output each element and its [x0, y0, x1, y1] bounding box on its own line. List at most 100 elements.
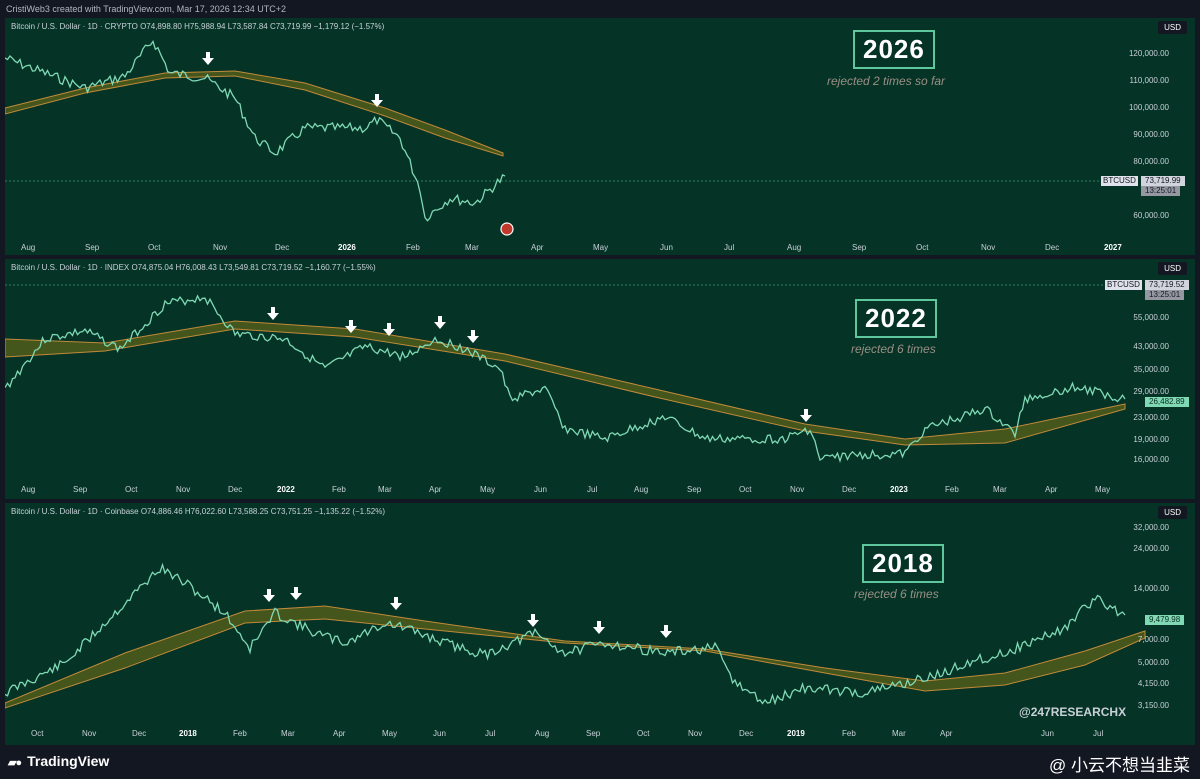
- x-tick: 2027: [1104, 243, 1122, 252]
- x-tick: Jul: [724, 243, 735, 252]
- chart-panel-2022[interactable]: Bitcoin / U.S. Dollar · 1D · INDEX O74,8…: [5, 259, 1195, 499]
- price-tag: 73,719.99: [1141, 176, 1185, 186]
- x-tick: Jul: [587, 485, 598, 494]
- x-tick: Sep: [586, 729, 601, 738]
- y-tick: 3,150.00: [1137, 701, 1169, 710]
- x-tick: Feb: [233, 729, 247, 738]
- y-tick: 35,000.00: [1133, 365, 1169, 374]
- y-tick: 100,000.00: [1128, 103, 1169, 112]
- x-tick: Feb: [945, 485, 959, 494]
- x-tick: Oct: [739, 485, 752, 494]
- x-tick: Aug: [535, 729, 550, 738]
- x-tick: Mar: [465, 243, 479, 252]
- x-tick: Mar: [281, 729, 295, 738]
- year-label-2026: 2026: [853, 30, 935, 69]
- x-tick: 2022: [277, 485, 295, 494]
- currency-button[interactable]: USD: [1158, 262, 1187, 275]
- x-tick: Mar: [378, 485, 392, 494]
- year-label-2022: 2022: [855, 299, 937, 338]
- x-tick: Nov: [688, 729, 703, 738]
- subtitle-2026: rejected 2 times so far: [827, 74, 946, 88]
- year-label-2018: 2018: [862, 544, 944, 583]
- x-tick: Oct: [125, 485, 138, 494]
- currency-button[interactable]: USD: [1158, 21, 1187, 34]
- y-tick: 14,000.00: [1133, 584, 1169, 593]
- y-tick: 90,000.00: [1133, 130, 1169, 139]
- x-tick: Sep: [852, 243, 867, 252]
- x-tick: Jun: [1041, 729, 1054, 738]
- x-tick: Apr: [531, 243, 544, 252]
- y-tick: 23,000.00: [1133, 413, 1169, 422]
- x-tick: Dec: [1045, 243, 1060, 252]
- symbol-tag: BTCUSD: [1101, 176, 1138, 186]
- y-tick: 80,000.00: [1133, 157, 1169, 166]
- chart-header: CristiWeb3 created with TradingView.com,…: [0, 0, 1200, 18]
- y-tick: 29,000.00: [1133, 387, 1169, 396]
- timer-tag: 13:25:01: [1145, 290, 1185, 300]
- chart-panel-2018[interactable]: Bitcoin / U.S. Dollar · 1D · Coinbase O7…: [5, 503, 1195, 745]
- x-tick: Oct: [916, 243, 929, 252]
- x-tick: Aug: [634, 485, 649, 494]
- y-tick: 120,000.00: [1128, 49, 1169, 58]
- price-chart-2018[interactable]: [5, 503, 1195, 745]
- x-tick: 2018: [179, 729, 197, 738]
- x-tick: Nov: [790, 485, 805, 494]
- x-tick: Aug: [21, 243, 36, 252]
- x-tick: May: [1095, 485, 1111, 494]
- legend-2018: Bitcoin / U.S. Dollar · 1D · Coinbase O7…: [11, 507, 386, 516]
- x-tick: Nov: [176, 485, 191, 494]
- x-tick: May: [593, 243, 609, 252]
- legend-2026: Bitcoin / U.S. Dollar · 1D · CRYPTO O74,…: [11, 22, 385, 31]
- x-tick: Apr: [429, 485, 442, 494]
- x-tick: Aug: [787, 243, 802, 252]
- x-tick: Jul: [1093, 729, 1104, 738]
- x-tick: Sep: [687, 485, 702, 494]
- y-tick: 24,000.00: [1133, 544, 1169, 553]
- currency-button[interactable]: USD: [1158, 506, 1187, 519]
- x-tick: 2026: [338, 243, 356, 252]
- x-tick: Oct: [148, 243, 161, 252]
- price-chart-2026[interactable]: [5, 18, 1195, 255]
- x-tick: Dec: [228, 485, 243, 494]
- tradingview-logo[interactable]: ▰● TradingView: [8, 753, 110, 769]
- x-tick: Apr: [333, 729, 346, 738]
- y-tick: 7,000.00: [1137, 635, 1169, 644]
- watermark: @ 小云不想当韭菜: [1049, 756, 1190, 775]
- footer: ▰● TradingView @ 小云不想当韭菜: [0, 745, 1200, 779]
- y-tick: 4,150.00: [1137, 679, 1169, 688]
- x-tick: Dec: [842, 485, 857, 494]
- price-chart-2022[interactable]: [5, 259, 1195, 499]
- legend-2022: Bitcoin / U.S. Dollar · 1D · INDEX O74,8…: [11, 263, 376, 272]
- timer-tag: 13:25:01: [1141, 186, 1181, 196]
- x-tick: Apr: [940, 729, 953, 738]
- y-tick: 32,000.00: [1133, 523, 1169, 532]
- subtitle-2018: rejected 6 times: [854, 587, 939, 601]
- symbol-tag: BTCUSD: [1105, 280, 1142, 290]
- x-tick: Nov: [981, 243, 996, 252]
- tradingview-mark-icon: ▰●: [8, 757, 22, 769]
- x-tick: May: [382, 729, 398, 738]
- y-tick: 60,000.00: [1133, 211, 1169, 220]
- y-tick: 55,000.00: [1133, 313, 1169, 322]
- x-tick: Apr: [1045, 485, 1058, 494]
- x-tick: Dec: [132, 729, 147, 738]
- x-tick: Oct: [637, 729, 650, 738]
- x-tick: Nov: [82, 729, 97, 738]
- x-tick: Mar: [892, 729, 906, 738]
- last-price-tag: 26,482.89: [1145, 397, 1189, 407]
- y-tick: 43,000.00: [1133, 342, 1169, 351]
- x-tick: Nov: [213, 243, 228, 252]
- y-tick: 5,000.00: [1137, 658, 1169, 667]
- x-tick: Dec: [739, 729, 754, 738]
- x-tick: Mar: [993, 485, 1007, 494]
- x-tick: Jun: [534, 485, 547, 494]
- x-tick: May: [480, 485, 496, 494]
- x-tick: Jun: [433, 729, 446, 738]
- chart-panel-2026[interactable]: Bitcoin / U.S. Dollar · 1D · CRYPTO O74,…: [5, 18, 1195, 255]
- y-tick: 110,000.00: [1129, 76, 1169, 85]
- x-tick: Jun: [660, 243, 673, 252]
- x-tick: Feb: [406, 243, 420, 252]
- x-tick: 2023: [890, 485, 908, 494]
- x-tick: Jul: [485, 729, 496, 738]
- watermark-handle: @247RESEARCHX: [1019, 705, 1127, 719]
